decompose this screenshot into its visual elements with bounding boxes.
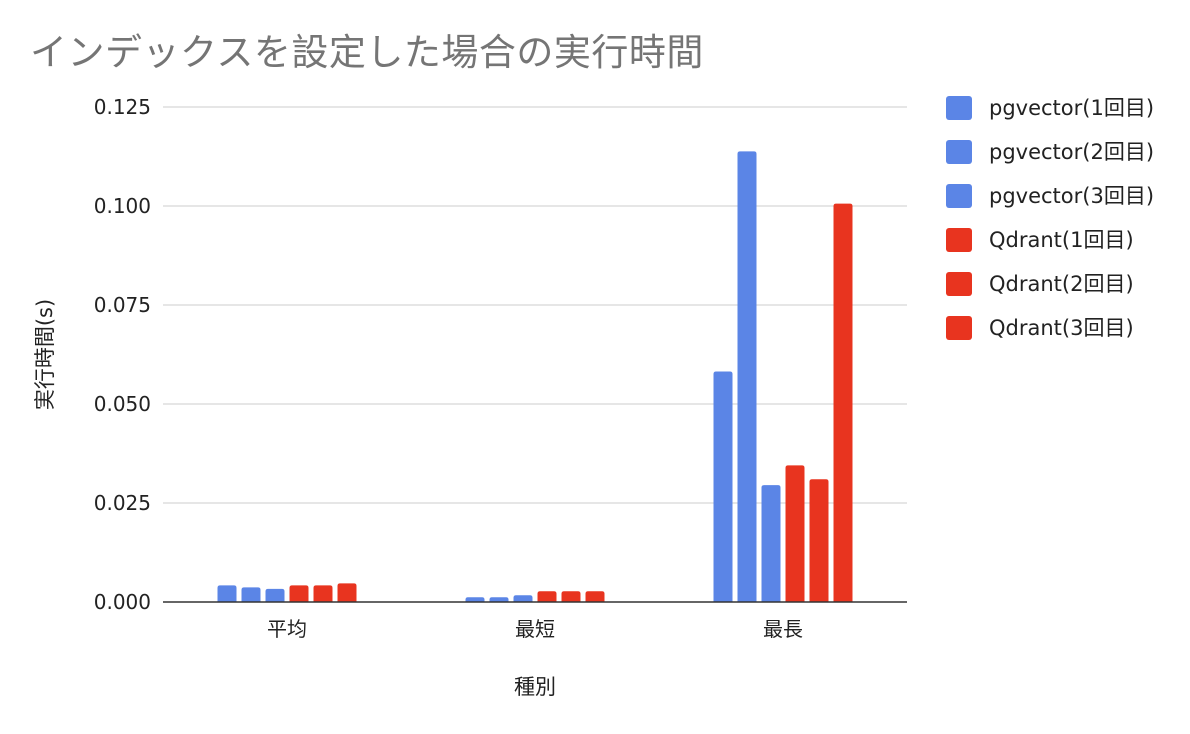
chart-title: インデックスを設定した場合の実行時間 <box>30 31 704 74</box>
bar-3-1 <box>265 588 285 602</box>
x-tick-label: 平均 <box>267 617 307 641</box>
x-axis-title: 種別 <box>514 675 556 699</box>
bar-3-3 <box>761 485 781 602</box>
bar-1-3 <box>713 371 733 602</box>
legend-label: pgvector(3回目) <box>989 184 1154 208</box>
y-axis-title: 実行時間(s) <box>33 299 57 410</box>
legend-label: pgvector(1回目) <box>989 96 1154 120</box>
y-axis-ticks: 0.000 0.025 0.050 0.075 0.100 0.125 <box>94 95 151 614</box>
bar-4-1 <box>289 585 309 602</box>
bar-2-1 <box>241 587 261 602</box>
y-tick-label: 0.100 <box>94 194 151 218</box>
bar-6-3 <box>833 203 853 602</box>
legend-label: Qdrant(3回目) <box>989 316 1134 340</box>
bar-4-3 <box>785 465 805 602</box>
legend-swatch <box>946 96 972 120</box>
bar-6-1 <box>337 583 357 602</box>
legend-swatch <box>946 140 972 164</box>
y-tick-label: 0.050 <box>94 392 151 416</box>
bar-5-2 <box>561 591 581 602</box>
bar-5-3 <box>809 479 829 602</box>
legend-swatch <box>946 316 972 340</box>
legend-swatch <box>946 272 972 296</box>
bar-2-2 <box>489 597 509 602</box>
x-tick-label: 最短 <box>515 617 555 641</box>
x-axis-ticks: 平均 最短 最長 <box>267 617 803 641</box>
y-tick-label: 0.025 <box>94 491 151 515</box>
bar-4-2 <box>537 591 557 602</box>
bar-1-1 <box>217 585 237 602</box>
gridlines <box>163 106 907 504</box>
legend-label: Qdrant(2回目) <box>989 272 1134 296</box>
x-tick-label: 最長 <box>763 617 803 641</box>
legend-label: pgvector(2回目) <box>989 140 1154 164</box>
y-tick-label: 0.000 <box>94 590 151 614</box>
bars <box>217 151 853 603</box>
legend-swatch <box>946 184 972 208</box>
legend: pgvector(1回目) pgvector(2回目) pgvector(3回目) Q… <box>946 96 1154 340</box>
legend-swatch <box>946 228 972 252</box>
legend-label: Qdrant(1回目) <box>989 228 1134 252</box>
bar-5-1 <box>313 585 333 602</box>
bar-3-2 <box>513 595 533 602</box>
y-tick-label: 0.075 <box>94 293 151 317</box>
bar-1-2 <box>465 597 485 602</box>
bar-6-2 <box>585 591 605 602</box>
bar-2-3 <box>737 151 757 603</box>
y-tick-label: 0.125 <box>94 95 151 119</box>
